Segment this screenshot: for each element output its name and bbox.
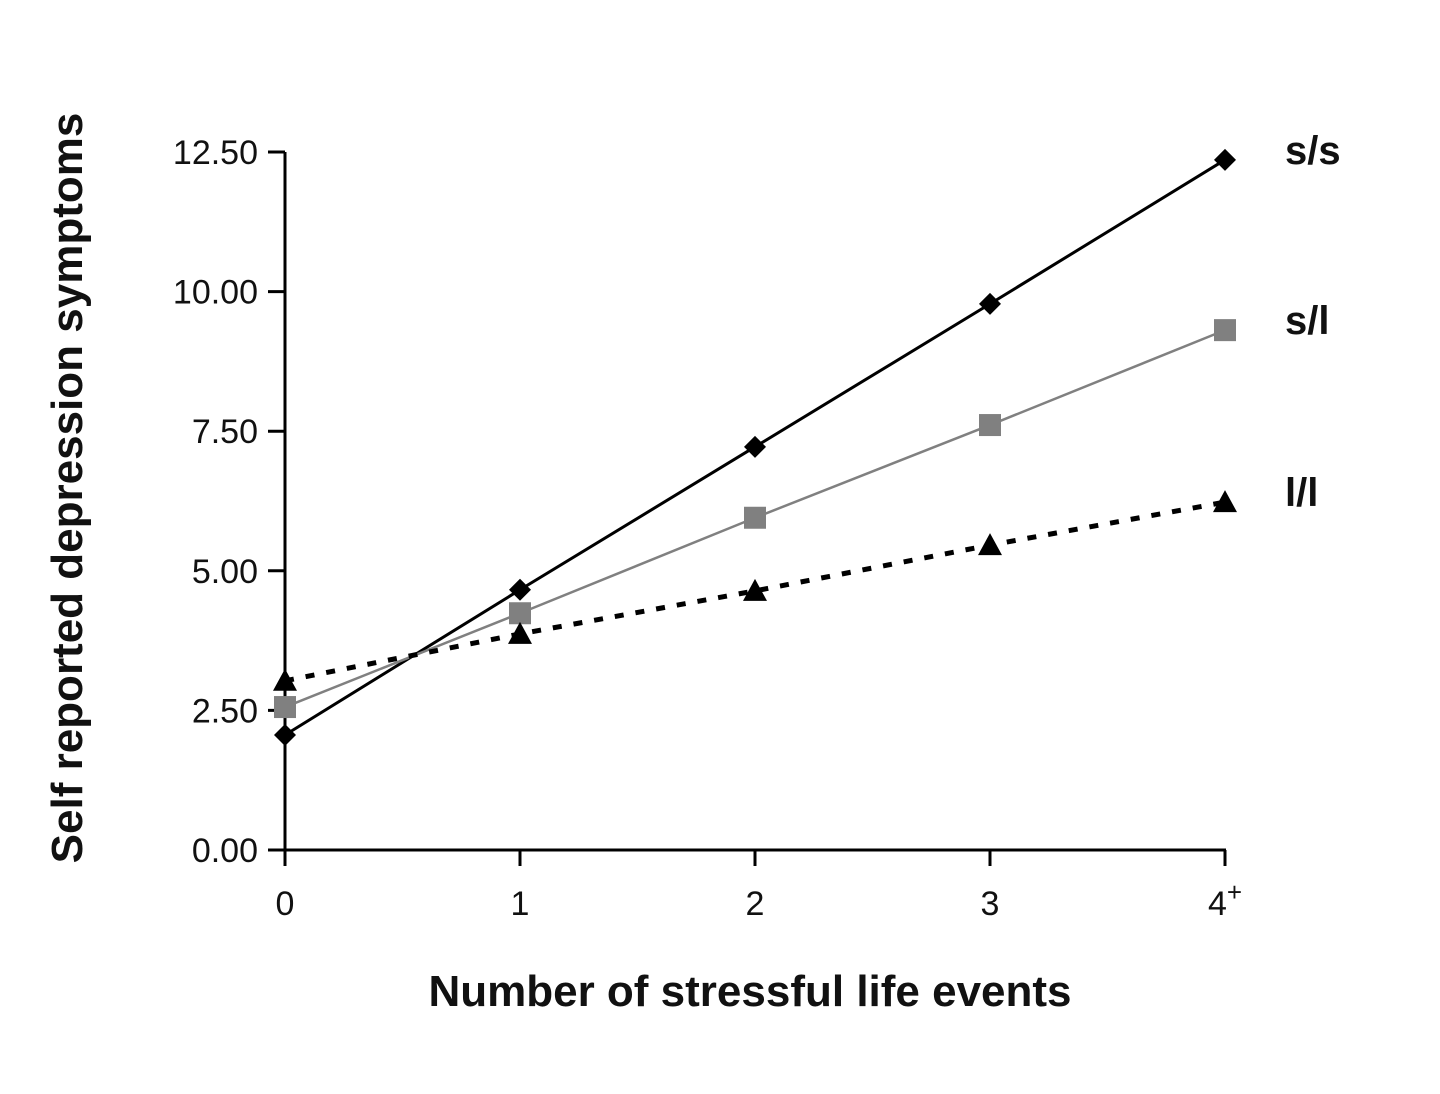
data-point-diamond: [274, 723, 296, 746]
y-tick-label: 2.50: [192, 692, 258, 730]
series-l-l: l/l: [273, 471, 1318, 691]
series-s-s: s/s: [274, 129, 1341, 746]
data-point-square: [744, 506, 766, 529]
x-tick-label-main: 0: [276, 885, 295, 923]
x-tick-label: 3: [981, 885, 1000, 923]
data-point-triangle: [978, 533, 1002, 556]
data-point-triangle: [743, 578, 767, 601]
x-tick-label: 4+: [1208, 877, 1242, 923]
data-point-square: [509, 602, 531, 625]
x-tick-label-main: 4: [1208, 885, 1227, 923]
y-axis-label: Self reported depression symptoms: [43, 113, 92, 864]
data-point-square: [274, 696, 296, 719]
axes: [283, 152, 1226, 852]
x-axis-label: Number of stressful life events: [428, 967, 1071, 1016]
data-point-diamond: [979, 292, 1001, 315]
x-tick-label-main: 3: [981, 885, 1000, 923]
series-label: l/l: [1285, 471, 1318, 515]
x-tick-label: 2: [746, 885, 765, 923]
y-tick-label: 0.00: [192, 832, 258, 870]
x-tick-label: 1: [511, 885, 530, 923]
x-tick-label-sup: +: [1227, 877, 1242, 907]
data-point-diamond: [1214, 148, 1236, 171]
y-tick-label: 12.50: [173, 134, 258, 172]
data-point-diamond: [744, 435, 766, 458]
x-tick-label-main: 1: [511, 885, 530, 923]
y-tick-label: 10.00: [173, 274, 258, 312]
series-s-l: s/l: [274, 299, 1329, 719]
series-label: s/s: [1285, 129, 1341, 173]
data-point-diamond: [509, 578, 531, 601]
x-tick-label-main: 2: [746, 885, 765, 923]
data-point-triangle: [273, 668, 297, 691]
data-point-triangle: [508, 621, 532, 644]
series-label: s/l: [1285, 299, 1329, 343]
data-point-square: [1214, 319, 1236, 342]
y-tick-label: 5.00: [192, 553, 258, 591]
y-tick-label: 7.50: [192, 413, 258, 451]
data-point-triangle: [1213, 490, 1237, 513]
x-tick-label: 0: [276, 885, 295, 923]
data-point-square: [979, 414, 1001, 437]
